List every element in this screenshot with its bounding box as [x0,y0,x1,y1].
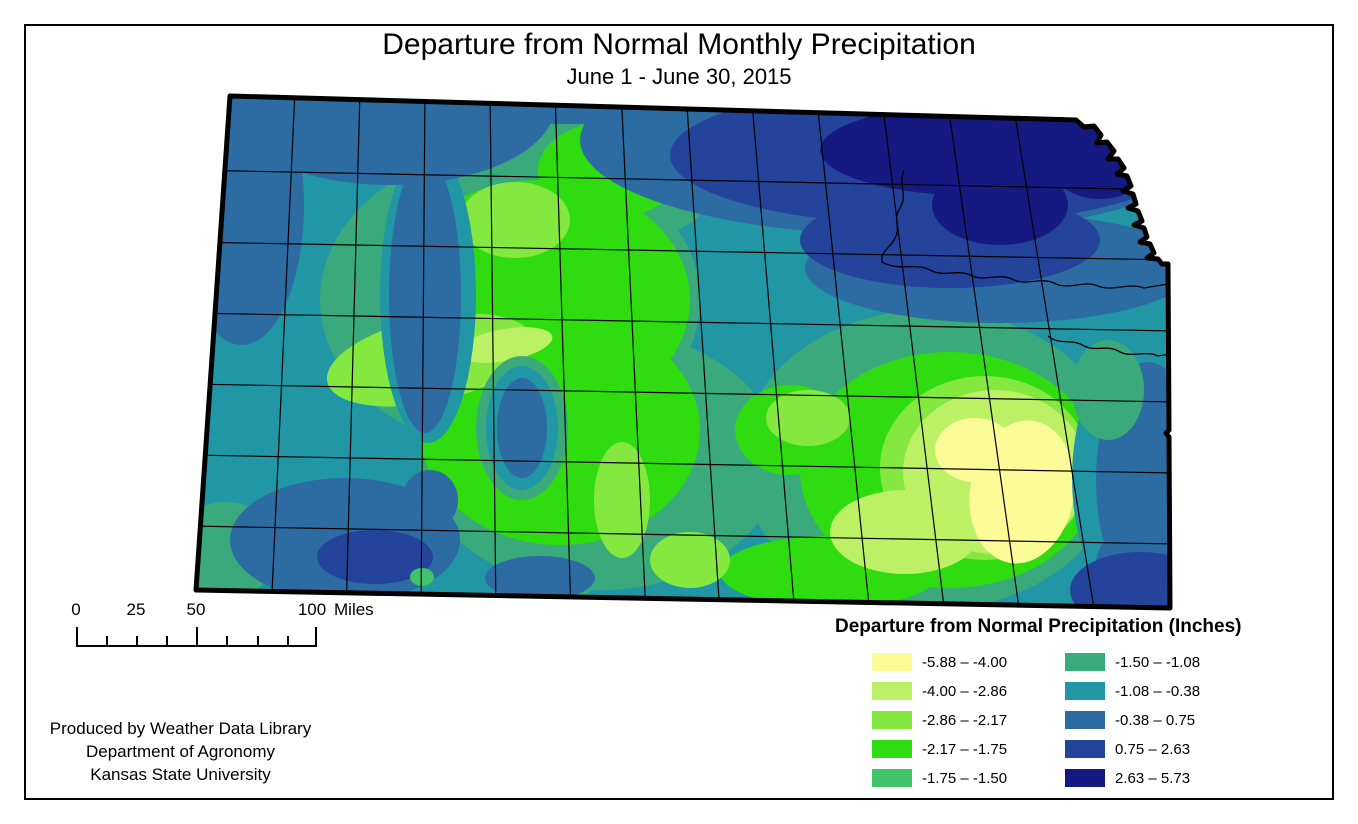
legend-range-label: -2.86 – -2.17 [922,711,1008,729]
legend-range-label: 2.63 – 5.73 [1115,769,1191,787]
scale-label-100: 100 [297,600,327,619]
legend-range-label: -2.17 – -1.75 [922,740,1008,758]
legend-swatch [872,711,912,729]
legend-item: 2.63 – 5.73 [1065,769,1200,787]
county-boundaries [196,96,1170,608]
legend-swatch [872,740,912,758]
legend-item: -2.17 – -1.75 [872,740,1007,758]
legend-swatch [872,769,912,787]
legend-item: 0.75 – 2.63 [1065,740,1200,758]
page-subtitle: June 1 - June 30, 2015 [566,64,792,89]
legend-item: -1.08 – -0.38 [1065,682,1200,700]
legend-range-label: -4.00 – -2.86 [922,682,1008,700]
legend-swatch [1065,740,1105,758]
legend-range-label: -1.75 – -1.50 [922,769,1008,787]
scale-unit-label: Miles [334,600,374,619]
legend-item: -2.86 – -2.17 [872,711,1007,729]
scale-label-0: 0 [71,600,81,619]
credits-block: Produced by Weather Data Library Departm… [28,717,333,786]
legend-item: -5.88 – -4.00 [872,653,1007,671]
legend-swatch [872,682,912,700]
legend-range-label: -0.38 – 0.75 [1115,711,1196,729]
river-lines [881,169,1170,357]
legend-swatch [872,653,912,671]
legend-range-label: -5.88 – -4.00 [922,653,1008,671]
legend-item: -1.50 – -1.08 [1065,653,1200,671]
legend-swatch [1065,769,1105,787]
legend-swatch [1065,711,1105,729]
legend-swatch [1065,653,1105,671]
legend-range-label: -1.08 – -0.38 [1115,682,1201,700]
contour-fills [196,96,1170,608]
credits-line-1: Produced by Weather Data Library [49,719,312,738]
legend-swatch [1065,682,1105,700]
scale-label-50: 50 [186,600,206,619]
page-title: Departure from Normal Monthly Precipitat… [382,28,976,61]
legend-item: -4.00 – -2.86 [872,682,1007,700]
legend-column-2: -1.50 – -1.08 -1.08 – -0.38 -0.38 – 0.75… [1065,653,1200,798]
credits-line-2: Department of Agronomy [86,742,275,761]
legend-title: Departure from Normal Precipitation (Inc… [835,616,1242,637]
scale-bar-line [76,627,317,647]
credits-line-3: Kansas State University [90,765,271,784]
legend-range-label: -1.50 – -1.08 [1115,653,1201,671]
legend-column-1: -5.88 – -4.00 -4.00 – -2.86 -2.86 – -2.1… [872,653,1007,798]
legend-range-label: 0.75 – 2.63 [1115,740,1191,758]
legend-item: -1.75 – -1.50 [872,769,1007,787]
state-border [193,93,1173,611]
scale-label-25: 25 [126,600,146,619]
legend-item: -0.38 – 0.75 [1065,711,1200,729]
